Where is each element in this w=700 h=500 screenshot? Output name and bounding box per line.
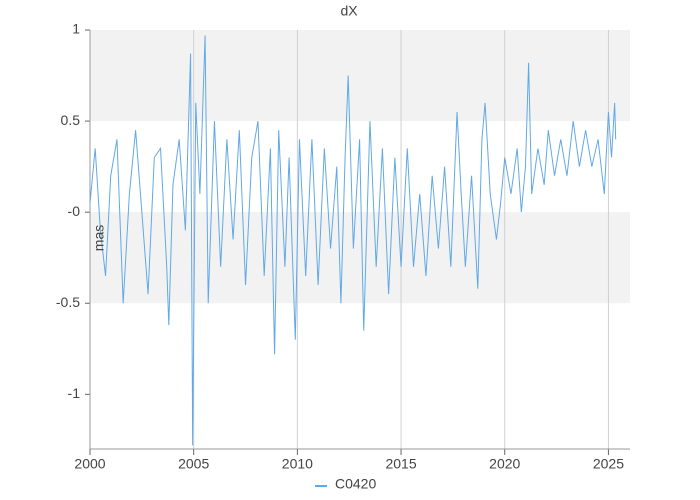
y-axis-label: mas <box>91 225 107 251</box>
band <box>90 212 630 304</box>
x-tick-label: 2015 <box>385 456 416 472</box>
x-tick-label: 2020 <box>489 456 520 472</box>
chart-title: dX <box>340 3 358 19</box>
legend-label: C0420 <box>335 476 376 492</box>
x-tick-label: 2025 <box>593 456 624 472</box>
y-tick-label: -1 <box>68 385 81 401</box>
y-tick-label: -0.5 <box>56 294 80 310</box>
x-tick-label: 2010 <box>282 456 313 472</box>
data-line <box>89 35 617 446</box>
x-tick-label: 2005 <box>178 456 209 472</box>
x-tick-label: 2000 <box>74 456 105 472</box>
y-tick-label: 1 <box>72 21 80 37</box>
y-tick-label: 0.5 <box>61 112 81 128</box>
band <box>90 30 630 122</box>
y-tick-label: -0 <box>68 203 81 219</box>
